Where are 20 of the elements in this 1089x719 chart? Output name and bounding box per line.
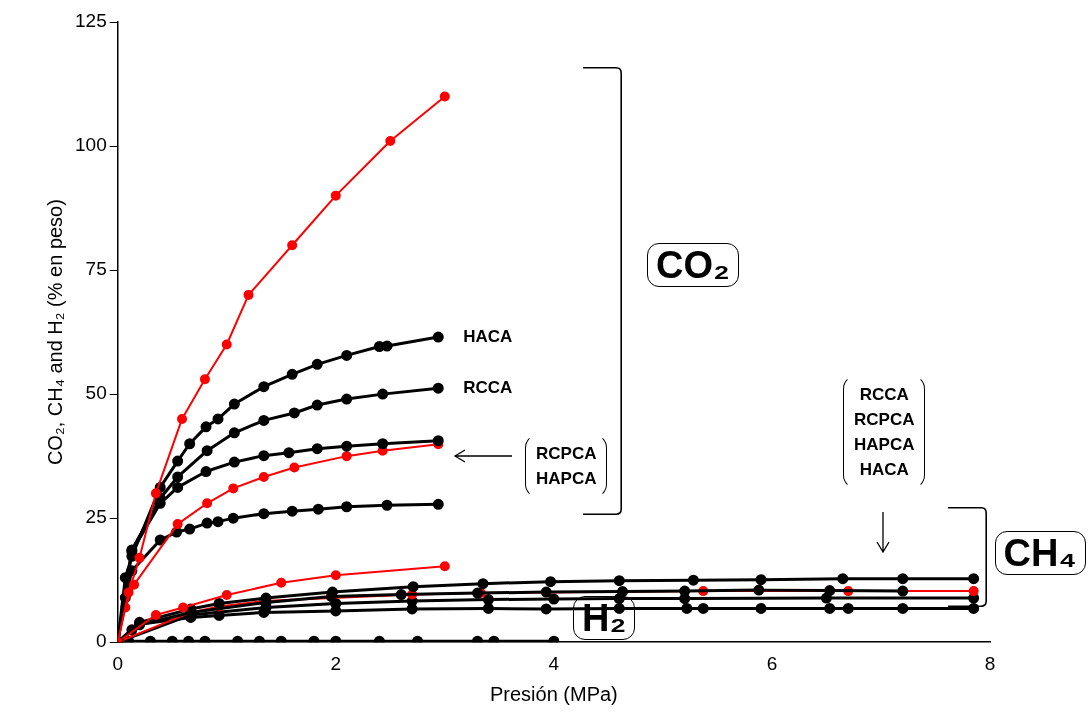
annotation: RCPCA HAPCA: [525, 434, 608, 498]
y-tick-label: 25: [85, 506, 107, 528]
x-tick-label: 0: [112, 652, 123, 674]
series-label: HACA: [463, 326, 513, 346]
y-tick-label: 125: [75, 10, 107, 32]
text: CH₄: [994, 531, 1086, 575]
y-tick-label: 75: [85, 258, 107, 280]
y-tick-label: 100: [75, 134, 107, 156]
x-tick-label: 4: [548, 652, 560, 674]
x-tick-label: 8: [984, 652, 996, 674]
annotation: RCCA RCPCA HAPCA HACA: [843, 375, 926, 489]
x-tick-label: 2: [330, 652, 342, 674]
annotation: H₂: [573, 596, 636, 640]
x-axis-title: Presión (MPa): [489, 682, 618, 705]
annotation: CO₂: [647, 243, 739, 287]
x-tick-label: 6: [766, 652, 778, 674]
series-label: RCCA: [463, 377, 513, 397]
y-axis-title: CO₂, CH₄ and H₂ (% en peso): [43, 199, 66, 466]
y-tick-label: 0: [96, 630, 107, 652]
y-tick-label: 50: [85, 382, 107, 404]
